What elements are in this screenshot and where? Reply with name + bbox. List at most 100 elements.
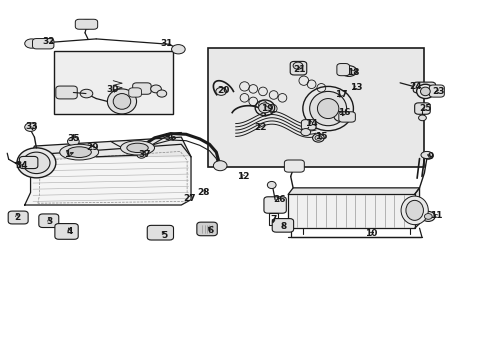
Ellipse shape — [80, 89, 93, 98]
FancyBboxPatch shape — [56, 86, 77, 99]
Ellipse shape — [267, 181, 276, 189]
Bar — [207, 48, 424, 167]
FancyBboxPatch shape — [128, 88, 141, 97]
Ellipse shape — [302, 86, 353, 131]
FancyBboxPatch shape — [301, 120, 315, 130]
FancyBboxPatch shape — [272, 219, 293, 232]
Polygon shape — [30, 137, 191, 157]
Ellipse shape — [405, 201, 423, 220]
Text: 16: 16 — [338, 108, 350, 117]
FancyBboxPatch shape — [428, 85, 444, 97]
Ellipse shape — [312, 134, 324, 142]
FancyBboxPatch shape — [32, 39, 54, 49]
Text: 20: 20 — [217, 86, 229, 95]
Ellipse shape — [23, 152, 50, 174]
Text: 14: 14 — [305, 119, 317, 128]
Text: 12: 12 — [237, 172, 249, 181]
Text: 29: 29 — [86, 143, 99, 152]
Ellipse shape — [309, 91, 346, 126]
FancyBboxPatch shape — [338, 112, 355, 122]
Text: 2: 2 — [14, 213, 20, 222]
Text: 35: 35 — [67, 134, 80, 143]
FancyBboxPatch shape — [75, 19, 98, 29]
Text: 10: 10 — [364, 229, 376, 238]
Ellipse shape — [150, 85, 161, 93]
Text: 30: 30 — [106, 85, 118, 94]
Text: 11: 11 — [429, 211, 442, 220]
Text: 3: 3 — [46, 217, 52, 226]
Text: 23: 23 — [432, 87, 445, 96]
Text: 33: 33 — [25, 122, 38, 131]
Ellipse shape — [420, 87, 429, 96]
FancyBboxPatch shape — [132, 83, 151, 94]
Ellipse shape — [424, 213, 431, 219]
FancyBboxPatch shape — [264, 197, 286, 213]
Ellipse shape — [215, 87, 226, 95]
Text: 18: 18 — [346, 68, 359, 77]
Text: 5: 5 — [161, 231, 167, 240]
Ellipse shape — [420, 152, 432, 158]
Ellipse shape — [60, 144, 99, 160]
Ellipse shape — [67, 147, 91, 157]
Ellipse shape — [333, 111, 347, 121]
FancyBboxPatch shape — [8, 211, 28, 224]
Text: 4: 4 — [66, 227, 73, 236]
Text: 9: 9 — [427, 152, 433, 161]
FancyBboxPatch shape — [197, 222, 217, 236]
Bar — [54, 51, 173, 114]
Text: 22: 22 — [253, 123, 266, 132]
Text: 36: 36 — [164, 133, 177, 142]
Ellipse shape — [341, 66, 356, 76]
Text: 24: 24 — [408, 82, 421, 91]
Ellipse shape — [137, 152, 145, 158]
FancyBboxPatch shape — [39, 214, 59, 228]
Ellipse shape — [126, 143, 148, 153]
Ellipse shape — [213, 161, 226, 171]
FancyBboxPatch shape — [284, 160, 304, 172]
Polygon shape — [25, 144, 191, 205]
Text: 31: 31 — [160, 39, 173, 48]
Polygon shape — [414, 188, 419, 228]
Text: 32: 32 — [43, 37, 55, 46]
Ellipse shape — [300, 129, 310, 136]
FancyBboxPatch shape — [336, 64, 349, 76]
Ellipse shape — [292, 62, 302, 69]
Text: 17: 17 — [335, 90, 347, 99]
Ellipse shape — [418, 115, 426, 121]
Text: 27: 27 — [183, 194, 196, 203]
Text: 6: 6 — [207, 225, 213, 234]
Polygon shape — [287, 188, 419, 194]
Ellipse shape — [400, 196, 427, 225]
Ellipse shape — [317, 99, 338, 118]
FancyBboxPatch shape — [412, 82, 435, 93]
Ellipse shape — [80, 19, 94, 29]
Ellipse shape — [421, 211, 434, 221]
Text: 25: 25 — [418, 104, 431, 113]
Text: 37: 37 — [138, 150, 151, 159]
Text: 1: 1 — [64, 150, 70, 159]
Bar — [268, 213, 277, 225]
Polygon shape — [287, 194, 414, 228]
Ellipse shape — [314, 135, 321, 140]
FancyBboxPatch shape — [147, 225, 173, 240]
Ellipse shape — [258, 103, 271, 113]
Text: 8: 8 — [280, 222, 286, 231]
Ellipse shape — [17, 148, 56, 178]
Ellipse shape — [416, 84, 433, 99]
Text: 7: 7 — [270, 215, 276, 224]
FancyBboxPatch shape — [55, 224, 78, 239]
Ellipse shape — [25, 39, 38, 48]
FancyBboxPatch shape — [289, 62, 306, 75]
Ellipse shape — [25, 123, 36, 131]
Text: 19: 19 — [260, 104, 273, 113]
Ellipse shape — [113, 94, 130, 109]
Ellipse shape — [423, 152, 432, 159]
FancyBboxPatch shape — [414, 103, 429, 114]
Ellipse shape — [67, 137, 79, 146]
FancyBboxPatch shape — [20, 157, 38, 168]
Ellipse shape — [86, 146, 96, 153]
Ellipse shape — [107, 89, 136, 114]
Ellipse shape — [157, 90, 166, 97]
Ellipse shape — [120, 141, 154, 155]
Text: 15: 15 — [314, 132, 327, 141]
